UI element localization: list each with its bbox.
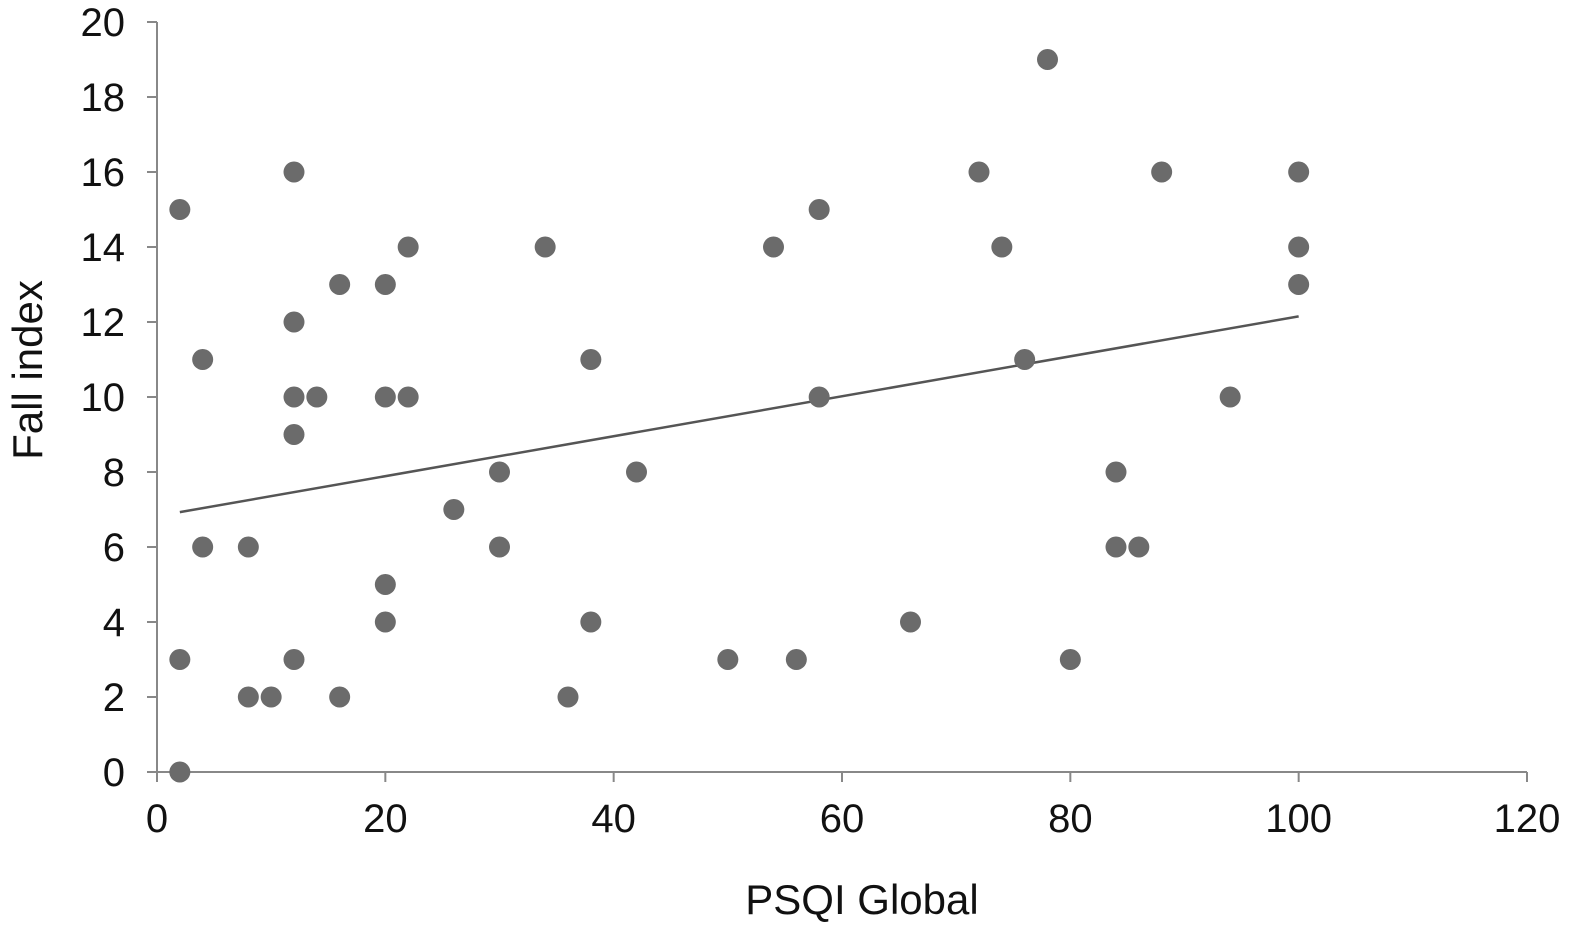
data-point	[237, 536, 259, 558]
y-tick-label: 8	[103, 451, 125, 495]
data-point	[374, 386, 396, 408]
data-point	[1288, 236, 1310, 258]
data-point	[763, 236, 784, 258]
x-tick-label: 100	[1265, 797, 1332, 841]
x-tick-label: 80	[1048, 797, 1093, 841]
data-point	[580, 611, 602, 633]
data-point	[808, 386, 830, 408]
data-point	[169, 761, 191, 783]
data-point	[397, 236, 419, 258]
data-point	[1288, 274, 1310, 295]
data-point	[557, 686, 579, 708]
y-tick-label: 18	[81, 76, 126, 120]
y-tick-label: 0	[103, 751, 125, 795]
data-point	[283, 386, 305, 408]
data-point	[260, 686, 282, 708]
x-tick-label: 0	[146, 797, 168, 841]
data-point	[169, 199, 191, 220]
data-point	[900, 611, 921, 633]
data-point	[283, 424, 305, 445]
y-tick-label: 14	[81, 226, 126, 270]
y-tick-label: 16	[81, 151, 126, 195]
y-tick-label: 20	[81, 1, 126, 45]
y-tick-label: 6	[103, 526, 125, 570]
x-tick-label: 60	[820, 797, 865, 841]
data-point	[808, 199, 830, 220]
data-point	[329, 274, 351, 295]
data-point	[991, 236, 1013, 258]
data-point	[1105, 536, 1127, 558]
trendline	[179, 315, 1299, 514]
data-point	[1037, 49, 1058, 70]
data-point	[717, 649, 739, 670]
y-axis-title: Fall index	[4, 280, 51, 460]
data-point	[283, 311, 305, 333]
data-point	[283, 161, 305, 183]
data-point	[397, 386, 419, 408]
data-points	[169, 49, 1310, 783]
x-ticks: 0 20 40 60 80 100 120	[146, 772, 1561, 841]
data-point	[489, 461, 510, 483]
data-point	[1105, 461, 1127, 483]
data-point	[580, 349, 602, 370]
data-point	[169, 649, 191, 670]
data-point	[968, 161, 990, 183]
y-tick-label: 12	[81, 301, 126, 345]
data-point	[306, 386, 328, 408]
data-point	[785, 649, 807, 670]
x-axis-title: PSQI Global	[745, 876, 978, 923]
data-point	[626, 461, 647, 483]
data-point	[489, 536, 510, 558]
data-point	[534, 236, 556, 258]
data-point	[1014, 349, 1036, 370]
data-point	[374, 611, 396, 633]
y-tick-label: 4	[103, 601, 125, 645]
x-tick-label: 20	[363, 797, 408, 841]
data-point	[1059, 649, 1081, 670]
y-tick-label: 10	[81, 376, 126, 420]
data-point	[374, 574, 396, 595]
data-point	[443, 499, 465, 520]
data-point	[1219, 386, 1241, 408]
x-tick-label: 40	[591, 797, 636, 841]
y-tick-label: 2	[103, 676, 125, 720]
y-ticks: 0 2 4 6 8 10 12 14 16 18 20	[81, 1, 157, 795]
data-point	[329, 686, 351, 708]
data-point	[1288, 161, 1310, 183]
data-point	[192, 536, 214, 558]
data-point	[374, 274, 396, 295]
axes: 0 2 4 6 8 10 12 14 16 18 20 0 20 40 60 80 100 120	[81, 1, 1561, 841]
data-point	[237, 686, 259, 708]
x-tick-label: 120	[1494, 797, 1561, 841]
data-point	[283, 649, 305, 670]
data-point	[192, 349, 214, 370]
data-point	[1128, 536, 1150, 558]
data-point	[1151, 161, 1173, 183]
